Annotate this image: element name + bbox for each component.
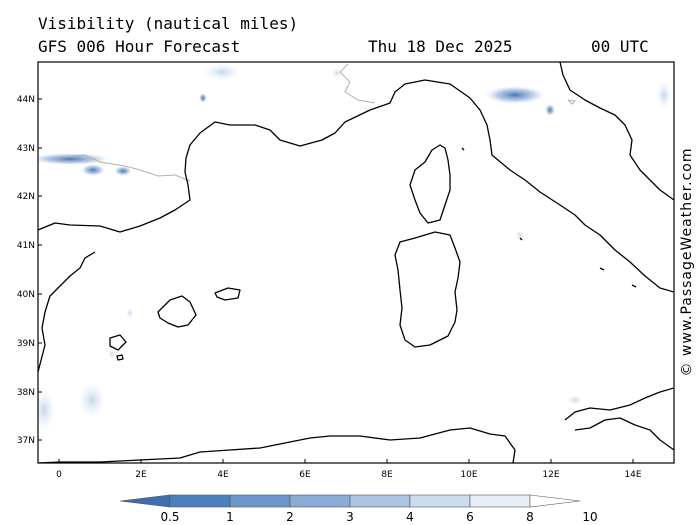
lat-label: 44N: [17, 95, 35, 105]
colorbar-bin: [469, 494, 531, 508]
colorbar-label: 2: [286, 510, 294, 524]
lat-label: 39N: [17, 339, 35, 349]
copyright-credit: © www.PassageWeather.com: [679, 147, 695, 377]
forecast-time: 00 UTC: [591, 37, 649, 56]
lat-label: 38N: [17, 388, 35, 398]
colorbar-label: 8: [526, 510, 534, 524]
colorbar-label: 0.5: [160, 510, 179, 524]
lon-label: 2E: [135, 470, 147, 480]
visibility-shading: [38, 62, 674, 463]
lat-label: 42N: [17, 192, 35, 202]
lon-label: 12E: [542, 470, 559, 480]
colorbar-bin: [119, 494, 171, 508]
coastlines: [38, 62, 674, 463]
colorbar-bin: [169, 494, 231, 508]
lat-label: 43N: [17, 144, 35, 154]
colorbar-label: 3: [346, 510, 354, 524]
latitude-axis: 44N 43N 42N 41N 40N 39N 38N 37N: [17, 95, 42, 446]
lon-label: 6E: [299, 470, 311, 480]
longitude-axis: 0 2E 4E 6E 8E 10E 12E 14E: [56, 459, 642, 480]
colorbar-bin: [409, 494, 471, 508]
map-title: Visibility (nautical miles): [38, 14, 299, 33]
forecast-date: Thu 18 Dec 2025: [368, 37, 513, 56]
lat-label: 41N: [17, 241, 35, 251]
colorbar-label: 6: [466, 510, 474, 524]
colorbar-bin: [529, 494, 581, 508]
colorbar-label: 4: [406, 510, 414, 524]
colorbar-bin: [229, 494, 291, 508]
forecast-label: GFS 006 Hour Forecast: [38, 37, 241, 56]
colorbar-bin: [349, 494, 411, 508]
map-frame: [37, 61, 675, 464]
country-borders: [59, 63, 577, 182]
lon-label: 10E: [460, 470, 477, 480]
lat-label: 37N: [17, 436, 35, 446]
colorbar-bin: [289, 494, 351, 508]
lon-label: 4E: [217, 470, 229, 480]
lon-label: 14E: [624, 470, 641, 480]
colorbar-label: 1: [226, 510, 234, 524]
lon-label: 0: [56, 470, 62, 480]
colorbar-label: 10: [582, 510, 597, 524]
lon-label: 8E: [381, 470, 393, 480]
lat-label: 40N: [17, 290, 35, 300]
colorbar: 0.5 1 2 3 4 6 8 10: [119, 494, 598, 524]
